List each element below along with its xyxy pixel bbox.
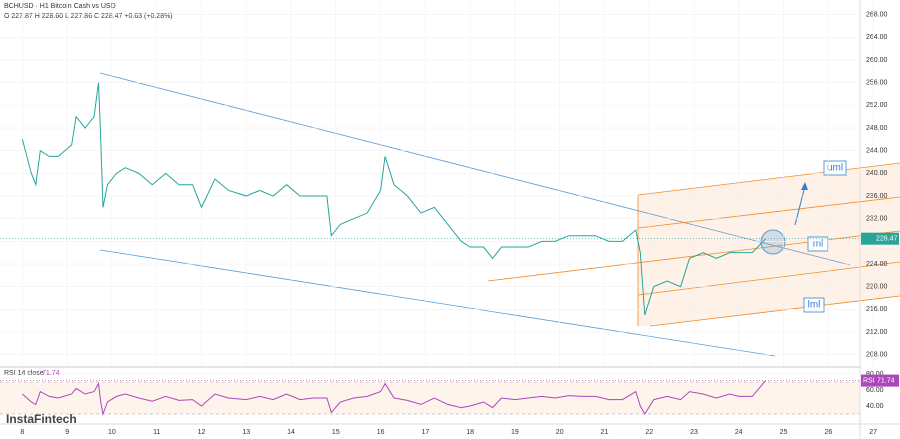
price-tag bbox=[861, 374, 899, 387]
series-line bbox=[21, 82, 767, 316]
rsi-band bbox=[0, 382, 860, 414]
price-tag bbox=[861, 232, 899, 245]
x-tick-label: 14 bbox=[287, 429, 295, 436]
chart-subtitle: O 227.87 H 228.60 L 227.86 C 228.47 +0.6… bbox=[4, 13, 173, 20]
watermark: InstaFintech bbox=[6, 412, 77, 426]
x-tick-label: 17 bbox=[421, 429, 429, 436]
x-tick-label: 19 bbox=[511, 429, 519, 436]
y-tick-label: 260.00 bbox=[866, 57, 888, 64]
pitchfork-area bbox=[638, 163, 900, 326]
x-tick-label: 8 bbox=[20, 429, 24, 436]
y-tick-label: 256.00 bbox=[866, 80, 888, 87]
x-tick-label: 18 bbox=[466, 429, 474, 436]
x-tick-label: 11 bbox=[153, 429, 160, 436]
x-tick-label: 12 bbox=[198, 429, 206, 436]
y-tick-label: 80.00 bbox=[866, 371, 884, 378]
y-tick-label: 216.00 bbox=[866, 306, 888, 313]
channel-line bbox=[99, 72, 851, 266]
x-tick-label: 22 bbox=[645, 429, 653, 436]
x-tick-label: 10 bbox=[108, 429, 116, 436]
x-tick-label: 20 bbox=[556, 429, 564, 436]
pitchfork-line bbox=[637, 162, 900, 196]
y-tick-label: 248.00 bbox=[866, 125, 888, 132]
y-tick-label: 212.00 bbox=[866, 329, 888, 336]
annotation-box bbox=[807, 236, 829, 252]
y-tick-label: 232.00 bbox=[866, 216, 888, 223]
y-tick-label: 220.00 bbox=[866, 284, 888, 291]
rsi-title: RSI 14 close bbox=[4, 370, 44, 377]
x-tick-label: 24 bbox=[735, 429, 743, 436]
pitchfork-line bbox=[649, 295, 900, 327]
x-tick-label: 13 bbox=[242, 429, 250, 436]
price-tag-name: RSI bbox=[863, 377, 875, 384]
chart-title: BCHUSD · H1 Bitcoin Cash vs USD bbox=[4, 3, 116, 10]
y-tick-label: 268.00 bbox=[866, 12, 888, 19]
rsi-title-value: 71.74 bbox=[42, 370, 60, 377]
annotation-box bbox=[803, 297, 825, 313]
y-tick-label: 244.00 bbox=[866, 148, 888, 155]
arrow-head bbox=[801, 182, 808, 190]
y-tick-label: 60.00 bbox=[866, 387, 884, 394]
y-tick-label: 264.00 bbox=[866, 34, 888, 41]
annotation: lml bbox=[808, 300, 821, 311]
series-line bbox=[22, 380, 767, 416]
price-tag-value: 71.74 bbox=[877, 377, 895, 384]
x-tick-label: 26 bbox=[824, 429, 832, 436]
y-tick-label: 252.00 bbox=[866, 102, 888, 109]
annotation: ml bbox=[813, 239, 824, 250]
pitchfork-line bbox=[637, 261, 900, 296]
x-tick-label: 25 bbox=[780, 429, 788, 436]
x-tick-label: 21 bbox=[601, 429, 609, 436]
y-tick-label: 224.00 bbox=[866, 261, 888, 268]
channel-line bbox=[99, 249, 776, 357]
annotation-box bbox=[823, 160, 847, 176]
y-tick-label: 40.00 bbox=[866, 403, 884, 410]
highlight-circle bbox=[760, 229, 786, 255]
y-tick-label: 208.00 bbox=[866, 352, 888, 359]
x-tick-label: 16 bbox=[377, 429, 385, 436]
pitchfork-line bbox=[637, 196, 900, 229]
x-tick-label: 15 bbox=[332, 429, 340, 436]
x-tick-label: 27 bbox=[869, 429, 877, 436]
y-tick-label: 240.00 bbox=[866, 170, 888, 177]
x-tick-label: 23 bbox=[690, 429, 698, 436]
price-tag-value: 228.47 bbox=[876, 236, 898, 243]
annotation: uml bbox=[827, 163, 843, 174]
x-tick-label: 9 bbox=[65, 429, 69, 436]
y-tick-label: 236.00 bbox=[866, 193, 888, 200]
